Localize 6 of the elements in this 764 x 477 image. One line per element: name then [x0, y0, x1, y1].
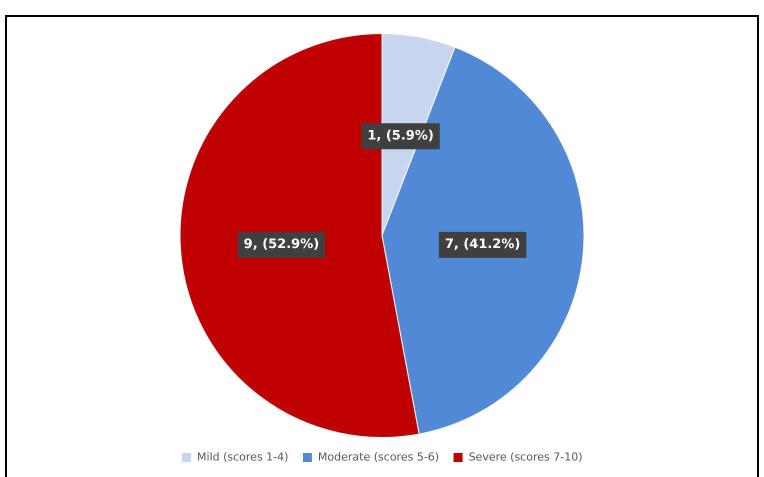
legend-label: Moderate (scores 5-6): [318, 450, 440, 464]
legend-label: Mild (scores 1-4): [197, 450, 288, 464]
legend-label: Severe (scores 7-10): [468, 450, 582, 464]
data-label: 1, (5.9%): [367, 128, 434, 144]
data-label: 9, (52.9%): [244, 237, 320, 252]
data-label: 7, (41.2%): [444, 237, 520, 252]
